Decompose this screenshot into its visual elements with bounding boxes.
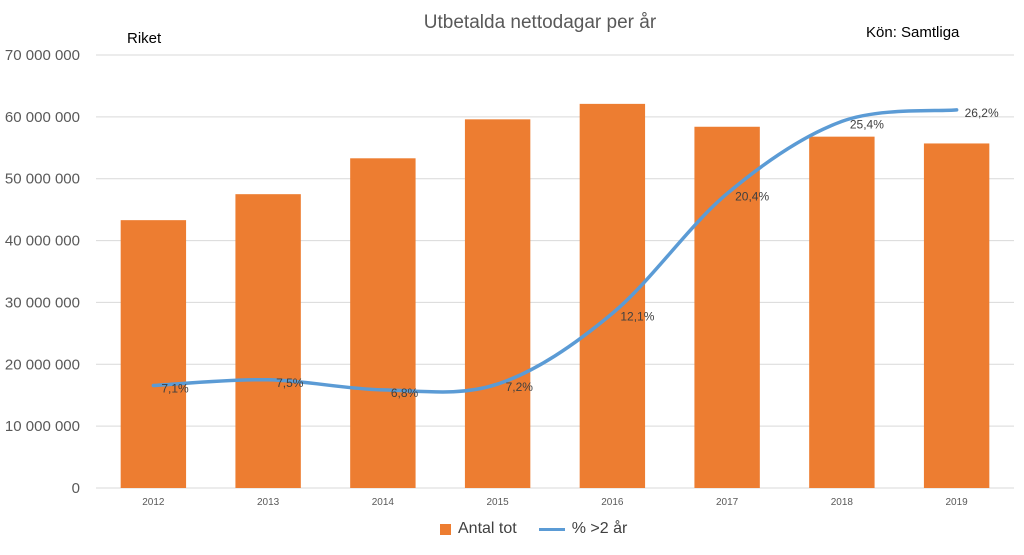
x-tick-label: 2013 bbox=[257, 497, 280, 508]
x-tick-label: 2018 bbox=[831, 497, 854, 508]
legend: Antal tot % >2 år bbox=[440, 520, 649, 538]
data-label: 7,1% bbox=[161, 382, 189, 396]
bar bbox=[809, 136, 875, 488]
gender-label: Kön: Samtliga bbox=[866, 24, 960, 41]
chart-title: Utbetalda nettodagar per år bbox=[423, 12, 657, 33]
data-label: 25,4% bbox=[850, 117, 884, 131]
y-tick-label: 10 000 000 bbox=[5, 418, 80, 435]
legend-swatch-bars bbox=[440, 523, 451, 535]
y-tick-label: 20 000 000 bbox=[5, 356, 80, 373]
legend-swatch-line bbox=[538, 527, 565, 531]
bar bbox=[923, 143, 990, 488]
data-label: 7,5% bbox=[276, 376, 304, 390]
x-tick-label: 2012 bbox=[142, 497, 165, 508]
region-label: Riket bbox=[127, 30, 162, 47]
line-series bbox=[151, 108, 959, 394]
bar bbox=[120, 220, 187, 488]
legend-item-bars: Antal tot bbox=[440, 520, 517, 538]
y-tick-label: 0 bbox=[72, 480, 80, 497]
data-label: 6,8% bbox=[391, 386, 419, 400]
x-tick-label: 2015 bbox=[487, 497, 510, 508]
bar bbox=[235, 194, 301, 488]
legend-label-line: % >2 år bbox=[571, 520, 628, 537]
y-tick-label: 60 000 000 bbox=[5, 109, 80, 126]
y-tick-label: 50 000 000 bbox=[5, 171, 80, 188]
legend-item-line: % >2 år bbox=[538, 520, 628, 538]
bar bbox=[579, 103, 646, 489]
legend-label-bars: Antal tot bbox=[458, 520, 517, 537]
x-tick-label: 2014 bbox=[372, 497, 395, 508]
bar bbox=[694, 126, 760, 489]
y-tick-label: 30 000 000 bbox=[5, 294, 80, 311]
y-tick-label: 40 000 000 bbox=[5, 233, 80, 250]
data-label: 20,4% bbox=[735, 190, 769, 204]
x-tick-label: 2016 bbox=[601, 497, 624, 508]
bar bbox=[350, 158, 416, 488]
data-label: 26,2% bbox=[965, 106, 999, 120]
y-tick-label: 70 000 000 bbox=[5, 47, 80, 64]
x-tick-label: 2017 bbox=[716, 497, 739, 508]
x-tick-label: 2019 bbox=[946, 497, 969, 508]
bar bbox=[464, 119, 531, 489]
data-label: 7,2% bbox=[506, 380, 534, 394]
data-label: 12,1% bbox=[620, 309, 654, 323]
